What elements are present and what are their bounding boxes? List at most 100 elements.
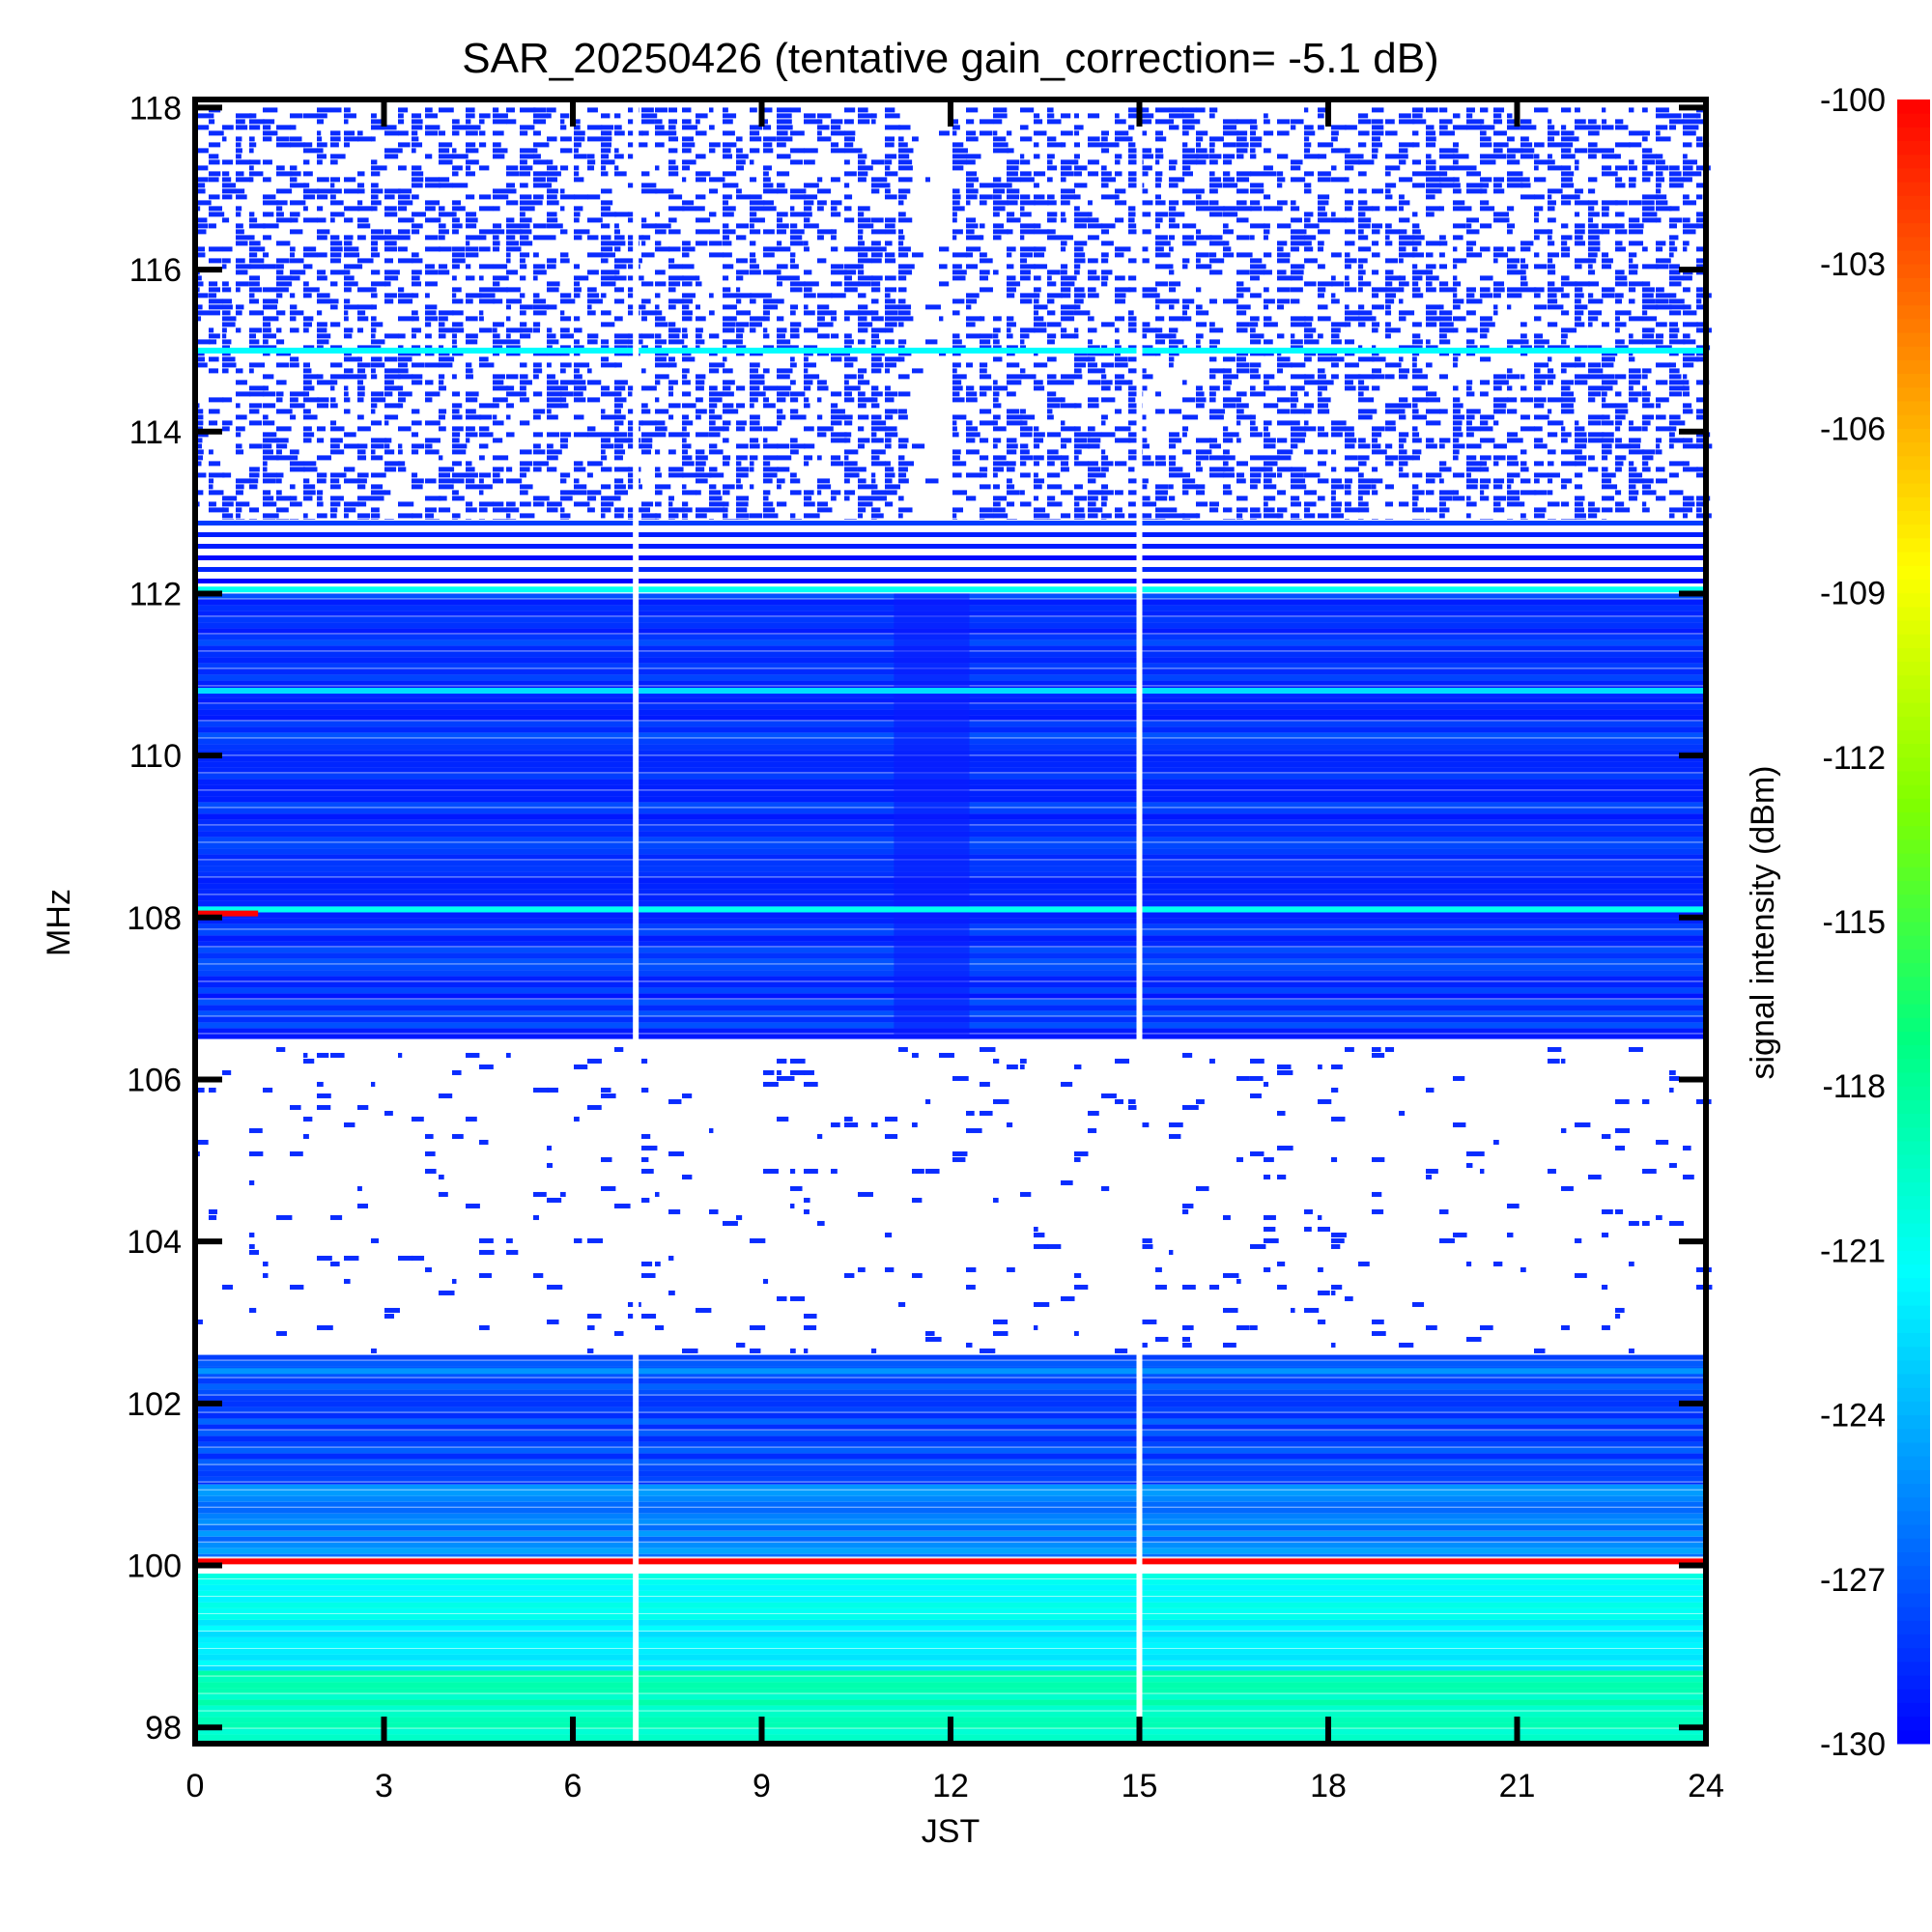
heatmap-cell	[209, 159, 220, 165]
heatmap-cell	[533, 432, 543, 438]
heatmap-cell	[1426, 188, 1442, 194]
heatmap-cell	[966, 298, 978, 304]
heatmap-cell	[614, 339, 629, 345]
heatmap-cell	[1196, 345, 1202, 351]
heatmap-cell	[587, 1313, 602, 1319]
heatmap-cell	[1453, 420, 1463, 426]
heatmap-cell	[1061, 281, 1075, 287]
heatmap-cell	[966, 362, 973, 368]
heatmap-cell	[1264, 339, 1273, 345]
heatmap-cell	[1426, 345, 1438, 351]
heatmap-cell	[303, 496, 313, 501]
heatmap-cell	[1426, 275, 1439, 281]
heatmap-cell	[1331, 362, 1339, 368]
heatmap-cell	[925, 339, 938, 345]
heatmap-cell	[1588, 310, 1603, 316]
heatmap-cell	[1615, 125, 1629, 130]
heatmap-cell	[1020, 206, 1025, 212]
heatmap-cell	[641, 420, 657, 426]
heatmap-cell	[1412, 490, 1425, 496]
heatmap-cell	[1209, 455, 1226, 461]
heatmap-cell	[1236, 252, 1253, 258]
heatmap-cell	[614, 362, 622, 368]
heatmap-cell	[1169, 281, 1181, 287]
heatmap-cell	[1615, 403, 1628, 409]
heatmap-cell	[736, 327, 745, 333]
heatmap-cell	[1128, 449, 1144, 455]
heatmap-cell	[709, 484, 717, 490]
heatmap-cell	[1615, 507, 1631, 513]
heatmap-cell	[709, 385, 718, 391]
heatmap-cell	[1453, 287, 1458, 293]
heatmap-cell	[1264, 113, 1268, 119]
heatmap-cell	[1061, 165, 1072, 171]
heatmap-cell	[479, 264, 494, 270]
heatmap-cell	[1656, 397, 1669, 403]
heatmap-cell	[966, 385, 975, 391]
heatmap-cell	[1318, 368, 1325, 374]
heatmap-cell	[1115, 362, 1128, 368]
heatmap-cell	[1561, 235, 1573, 241]
heatmap-cell	[993, 345, 1002, 351]
heatmap-cell	[303, 264, 313, 270]
heatmap-cell	[1318, 154, 1327, 159]
heatmap-cell	[1142, 426, 1147, 432]
heatmap-cell	[425, 1266, 432, 1272]
heatmap-cell	[1629, 1046, 1643, 1052]
heatmap-cell	[412, 432, 419, 438]
heatmap-cell	[1182, 241, 1197, 246]
heatmap-cell	[547, 380, 559, 385]
heatmap-cell	[1155, 212, 1169, 217]
heatmap-cell	[236, 414, 247, 420]
heatmap-cell	[195, 275, 202, 281]
heatmap-cell	[1101, 322, 1115, 327]
heatmap-cell	[1304, 246, 1314, 252]
heatmap-cell	[1115, 507, 1122, 513]
heatmap-cell	[1426, 1087, 1435, 1093]
heatmap-cell	[1507, 154, 1516, 159]
heatmap-cell	[1196, 194, 1202, 200]
heatmap-cell	[763, 455, 778, 461]
heatmap-cell	[1615, 241, 1623, 246]
heatmap-cell	[858, 212, 865, 217]
heatmap-cell	[1277, 409, 1291, 414]
heatmap-cell	[425, 438, 440, 443]
heatmap-cell	[520, 385, 526, 391]
heatmap-cell	[371, 322, 384, 327]
heatmap-cell	[236, 258, 245, 264]
heatmap-cell	[493, 107, 499, 113]
heatmap-cell	[506, 165, 519, 171]
heatmap-cell	[1561, 194, 1577, 200]
heatmap-cell	[425, 310, 437, 316]
heatmap-cell	[303, 467, 318, 472]
heatmap-cell	[1642, 420, 1651, 426]
heatmap-cell	[1588, 345, 1603, 351]
heatmap-cell	[236, 188, 245, 194]
heatmap-cell	[1182, 159, 1198, 165]
heatmap-cell	[750, 264, 759, 270]
heatmap-cell	[466, 484, 480, 490]
heatmap-cell	[1602, 171, 1618, 177]
heatmap-cell	[1656, 130, 1661, 136]
heatmap-cell	[1034, 426, 1039, 432]
heatmap-cell	[1250, 420, 1256, 426]
heatmap-cell	[966, 223, 979, 229]
heatmap-cell	[668, 339, 685, 345]
heatmap-cell	[1020, 298, 1033, 304]
heatmap-cell	[1169, 461, 1176, 467]
heatmap-cell	[966, 177, 980, 183]
heatmap-cell	[1466, 455, 1477, 461]
heatmap-cell	[303, 478, 310, 484]
heatmap-cell	[1683, 501, 1695, 507]
heatmap-cell	[466, 478, 475, 484]
heatmap-cell	[1196, 339, 1201, 345]
heatmap-cell	[831, 461, 844, 467]
heatmap-cell	[1507, 148, 1523, 154]
heatmap-cell	[249, 281, 260, 287]
heatmap-cell	[614, 113, 621, 119]
heatmap-cell	[858, 403, 867, 409]
heatmap-cell	[641, 501, 654, 507]
heatmap-cell	[1345, 362, 1359, 368]
heatmap-cell	[1182, 258, 1190, 264]
heatmap-cell	[1169, 443, 1177, 449]
